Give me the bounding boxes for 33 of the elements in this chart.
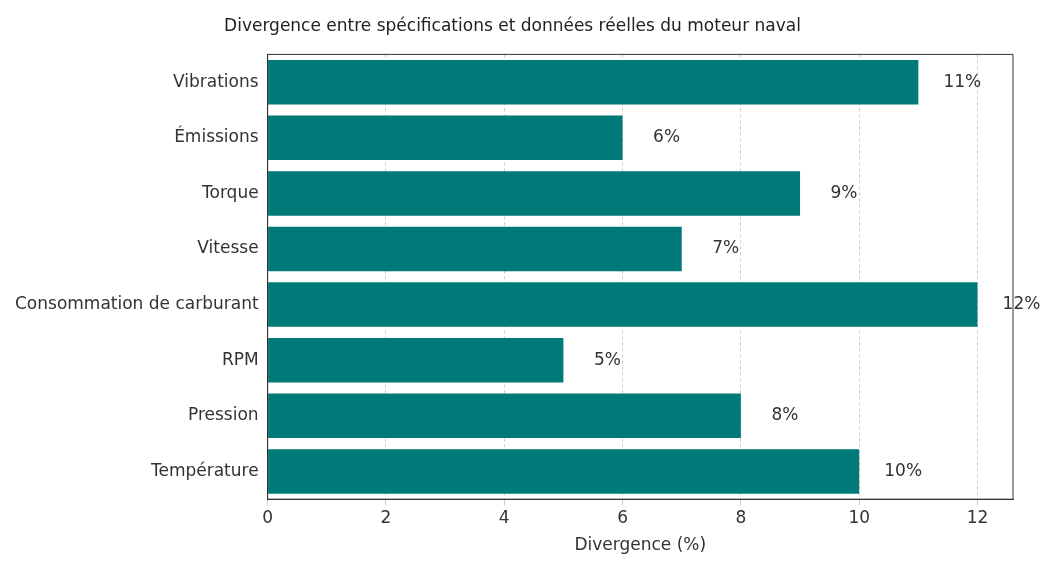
y-tick-label: Consommation de carburant (14, 293, 259, 314)
data-label: 9% (830, 181, 858, 202)
data-label: 8% (771, 404, 799, 425)
bar (268, 282, 978, 327)
chart-title: Divergence entre spécifications et données réelles du moteur naval (224, 14, 801, 35)
bar (268, 171, 801, 216)
y-tick-label: Vibrations (173, 70, 259, 91)
data-label: 12% (1002, 293, 1041, 314)
y-tick-label: Torque (201, 181, 259, 202)
bar (268, 226, 682, 272)
y-tick-label: Vitesse (197, 237, 259, 258)
x-tick-label: 6 (617, 506, 628, 527)
x-axis-title: Divergence (%) (574, 534, 707, 555)
bar (268, 115, 623, 161)
y-tick-label: Température (149, 459, 259, 480)
bar (268, 393, 741, 439)
data-label: 11% (943, 70, 982, 91)
bar (268, 337, 564, 383)
x-tick-label: 2 (380, 506, 392, 527)
bar (268, 59, 919, 105)
x-tick-label: 12 (966, 506, 989, 527)
data-label: 6% (653, 126, 681, 147)
data-label: 5% (593, 348, 621, 369)
x-tick-label: 0 (262, 506, 274, 527)
x-tick-label: 4 (498, 506, 510, 527)
data-label: 10% (884, 459, 923, 480)
x-tick-label: 10 (848, 506, 871, 527)
data-label: 7% (712, 237, 740, 258)
x-tick-label: 8 (735, 506, 747, 527)
y-tick-label: Pression (187, 404, 259, 425)
y-tick-label: Émissions (174, 125, 259, 147)
y-tick-label: RPM (221, 348, 259, 369)
bar (268, 449, 860, 494)
